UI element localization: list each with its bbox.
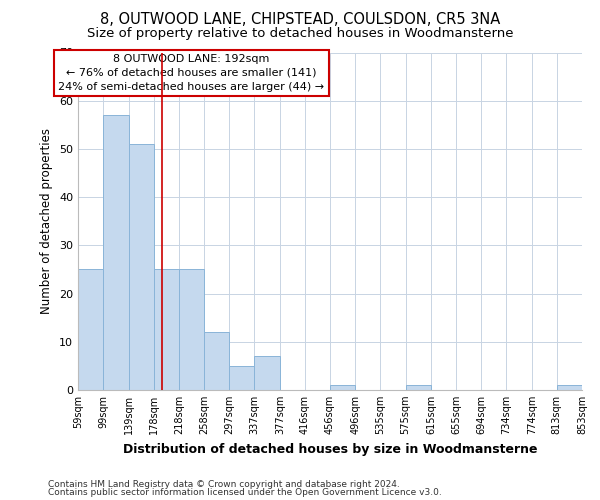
Bar [557,385,582,390]
Bar [330,385,355,390]
X-axis label: Distribution of detached houses by size in Woodmansterne: Distribution of detached houses by size … [123,442,537,456]
Bar [205,332,229,390]
Bar [179,270,205,390]
Text: 8, OUTWOOD LANE, CHIPSTEAD, COULSDON, CR5 3NA: 8, OUTWOOD LANE, CHIPSTEAD, COULSDON, CR… [100,12,500,28]
Text: Contains public sector information licensed under the Open Government Licence v3: Contains public sector information licen… [48,488,442,497]
Text: Contains HM Land Registry data © Crown copyright and database right 2024.: Contains HM Land Registry data © Crown c… [48,480,400,489]
Bar [129,144,154,390]
Bar [406,385,431,390]
Bar [154,270,179,390]
Bar [78,270,103,390]
Bar [103,115,129,390]
Y-axis label: Number of detached properties: Number of detached properties [40,128,53,314]
Bar [254,356,280,390]
Text: 8 OUTWOOD LANE: 192sqm
← 76% of detached houses are smaller (141)
24% of semi-de: 8 OUTWOOD LANE: 192sqm ← 76% of detached… [58,54,325,92]
Text: Size of property relative to detached houses in Woodmansterne: Size of property relative to detached ho… [87,28,513,40]
Bar [229,366,254,390]
